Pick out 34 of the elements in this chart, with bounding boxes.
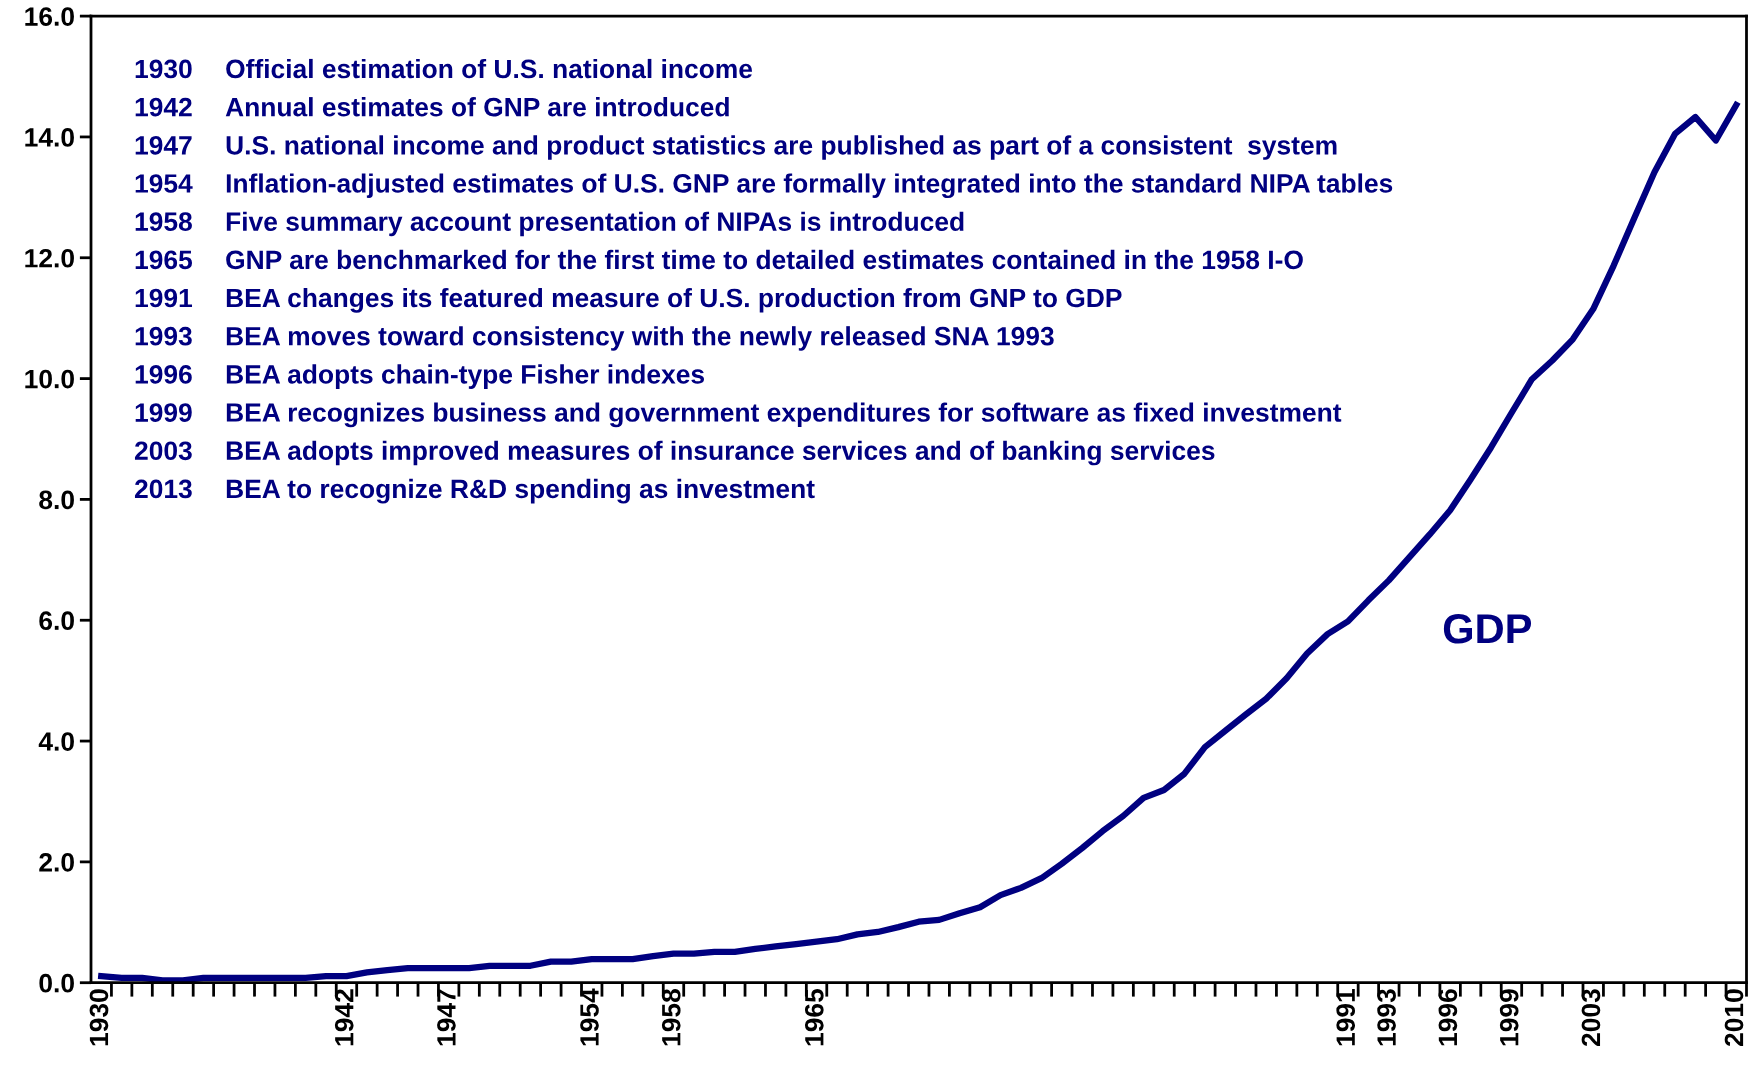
x-tick-label: 1991 [1336, 988, 1356, 1046]
y-tick-label: 8.0 [39, 490, 74, 510]
y-tick-label: 12.0 [25, 248, 74, 268]
series-label: GDP [1443, 614, 1532, 644]
x-tick-label: 1993 [1377, 989, 1396, 1046]
text: 2013 BEA to recognize R&D spending as investment [134, 478, 815, 504]
text: 1958 Five summary account presentation of NIPAs is introduced [135, 211, 964, 237]
text: 1996 BEA adopts chain-type Fisher indexes [135, 364, 704, 389]
x-tick-label: 1999 [1499, 989, 1519, 1046]
text: 1930 Official estimation of U.S. national income [135, 58, 753, 79]
x-tick-label: 1954 [580, 988, 599, 1046]
x-tick-label: 1930 [89, 989, 109, 1046]
x-tick-label: 2003 [1581, 989, 1601, 1047]
text: 2003 BEA adopts improved measures of insurance services and of banking services [134, 440, 1215, 466]
y-tick-label: 16.0 [25, 7, 74, 26]
x-tick-label: 2010 [1724, 989, 1744, 1047]
text: 1991 BEA changes its featured measure of U.S. production from GNP to GDP [135, 287, 1122, 313]
text: 1965 GNP are benchmarked for the first time to detailed estimates contained in the 1958 I-O [135, 249, 1303, 270]
text: 1942 Annual estimates of GNP are introduced [135, 97, 729, 117]
x-tick-label: 1996 [1438, 989, 1458, 1046]
y-tick-label: 10.0 [25, 369, 74, 389]
x-tick-label: 1958 [661, 989, 681, 1046]
x-tick-label: 1965 [804, 988, 824, 1046]
y-tick-label: 4.0 [38, 732, 74, 751]
text: 1993 BEA moves toward consistency with the newly released SNA 1993 [135, 326, 1054, 351]
text: 1954 Inflation-adjusted estimates of U.S. GNP are formally integrated into the standard NIPA tables [135, 173, 1393, 199]
y-tick-label: 2.0 [39, 853, 74, 872]
y-tick-label: 6.0 [39, 611, 74, 631]
text: 1947 U.S. national income and product statistics are published as part of a consistent system [135, 135, 1337, 160]
text: 1999 BEA recognizes business and government expenditures for software as fixed investment [135, 402, 1342, 428]
y-tick-label: 14.0 [25, 128, 74, 147]
x-tick-label: 1947 [437, 989, 456, 1046]
y-tick-label: 0.0 [39, 973, 74, 993]
x-tick-label: 1942 [334, 989, 354, 1046]
